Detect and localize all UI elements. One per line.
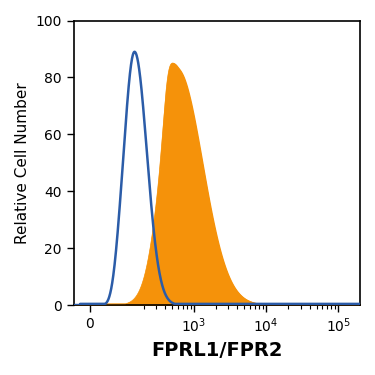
Y-axis label: Relative Cell Number: Relative Cell Number	[15, 82, 30, 244]
X-axis label: FPRL1/FPR2: FPRL1/FPR2	[151, 341, 283, 360]
